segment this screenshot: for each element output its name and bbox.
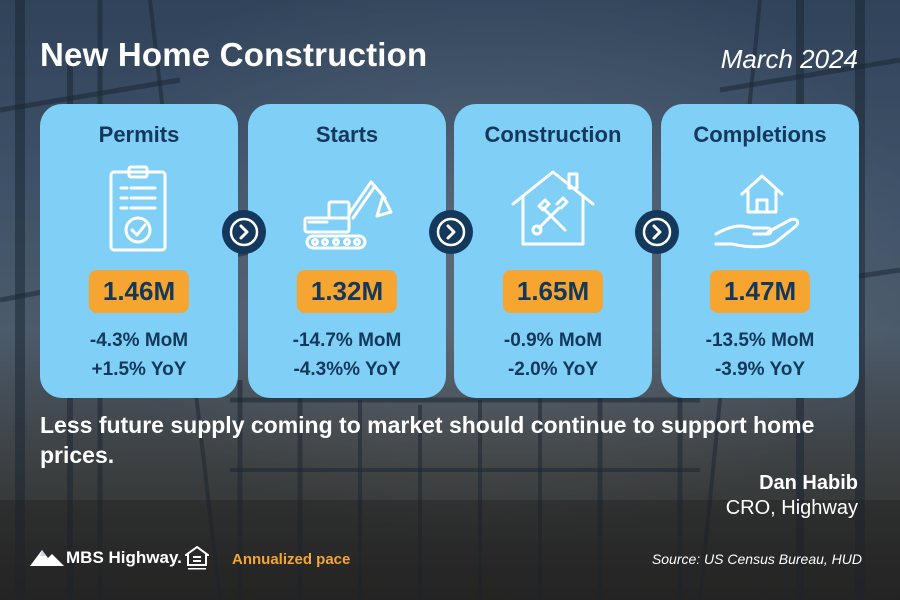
chevron-right-icon: [635, 210, 679, 254]
source-citation: Source: US Census Bureau, HUD: [651, 551, 862, 567]
card-yoy-change: -2.0% YoY: [507, 359, 599, 380]
chevron-right-icon: [429, 210, 473, 254]
page-title: New Home Construction: [40, 36, 428, 73]
summary-message: Less future supply coming to market shou…: [40, 412, 815, 468]
card-mom-change: -0.9% MoM: [503, 330, 603, 351]
card-starts: Starts 1.32M -14.7% MoM -4.3%% YoY: [248, 104, 446, 398]
annualized-note: Annualized pace: [232, 551, 351, 568]
card-permits: Permits 1.46M -4.3% MoM +1.5% YoY: [40, 104, 238, 398]
card-construction: Construction 1.65M -0.9% MoM -2.0% YoY: [454, 104, 652, 398]
card-yoy-change: -4.3%% YoY: [293, 359, 401, 380]
logo-text: MBS Highway.: [66, 548, 182, 567]
equal-housing-icon: [185, 546, 209, 570]
card-title: Permits: [98, 122, 180, 147]
report-date: March 2024: [720, 44, 858, 74]
chevron-right-icon: [222, 210, 266, 254]
card-title: Starts: [315, 122, 379, 147]
card-value: 1.32M: [296, 270, 398, 313]
card-completions: Completions 1.47M -13.5% MoM -3.9% YoY: [661, 104, 859, 398]
card-title: Construction: [484, 122, 622, 147]
card-value: 1.47M: [709, 270, 811, 313]
house-tools-icon: [511, 170, 595, 246]
card-mom-change: -4.3% MoM: [89, 330, 189, 351]
card-yoy-change: +1.5% YoY: [91, 359, 187, 380]
card-value: 1.46M: [88, 270, 190, 313]
mountain-logo-icon: [30, 550, 64, 566]
card-mom-change: -14.7% MoM: [292, 330, 402, 351]
author-name: Dan Habib: [759, 472, 858, 494]
card-mom-change: -13.5% MoM: [705, 330, 815, 351]
clipboard-check-icon: [109, 165, 167, 252]
card-title: Completions: [693, 122, 827, 147]
card-yoy-change: -3.9% YoY: [714, 359, 806, 380]
hand-house-icon: [714, 174, 800, 249]
excavator-icon: [303, 180, 393, 250]
card-value: 1.65M: [502, 270, 604, 313]
author-title: CRO, Highway: [725, 497, 858, 519]
